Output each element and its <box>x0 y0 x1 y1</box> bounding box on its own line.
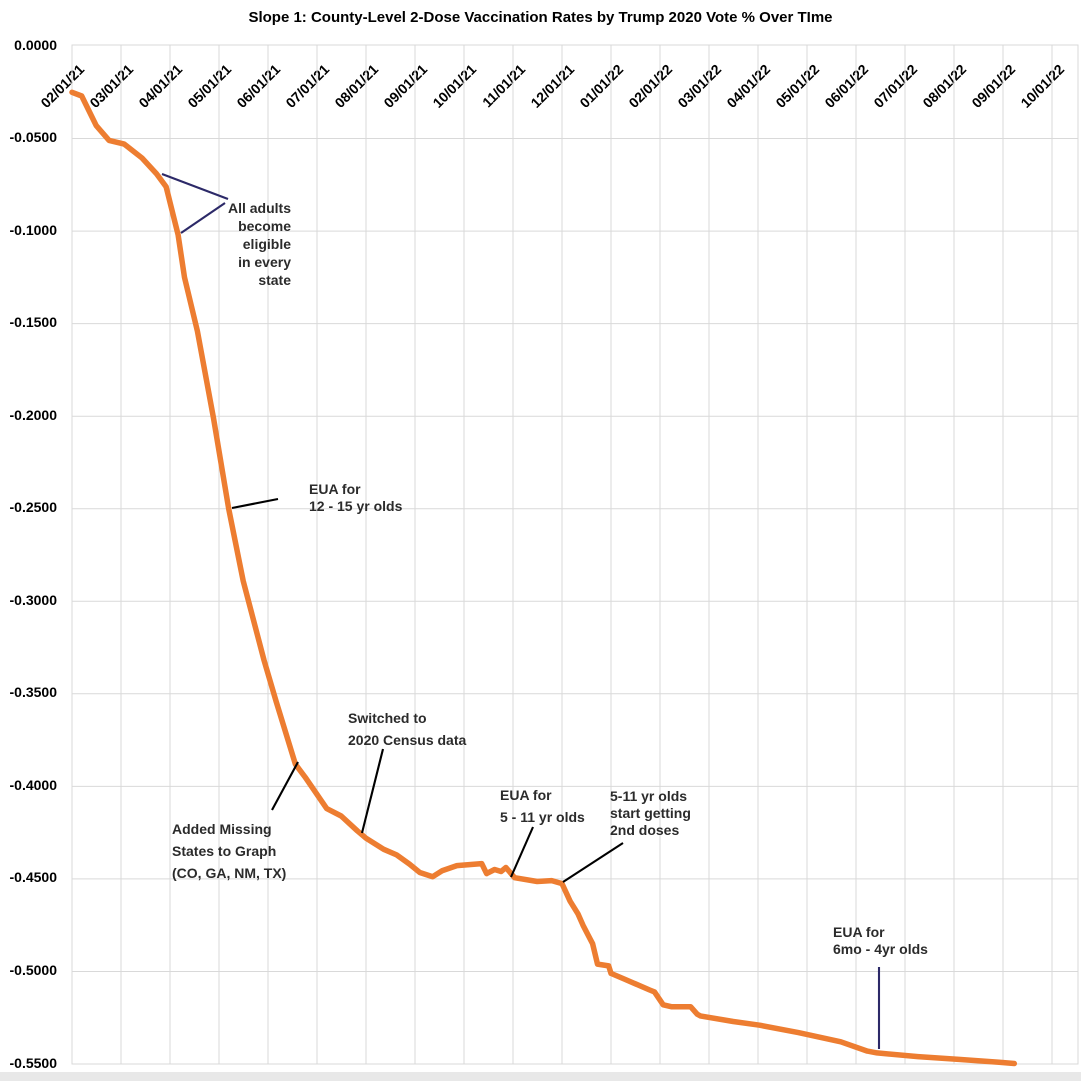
y-tick-label: -0.3000 <box>9 591 57 608</box>
chart-title: Slope 1: County-Level 2-Dose Vaccination… <box>248 9 833 26</box>
y-tick-label: -0.1500 <box>9 314 57 331</box>
y-tick-label: -0.4000 <box>9 776 57 793</box>
y-tick-label: -0.1000 <box>9 221 57 238</box>
annotation-second-doses-5-11: 5-11 yr olds start getting 2nd doses <box>610 788 691 838</box>
bottom-strip <box>0 1072 1081 1081</box>
annotation-eua-12-15: EUA for 12 - 15 yr olds <box>309 481 403 514</box>
y-tick-label: -0.2000 <box>9 406 57 423</box>
y-tick-label: -0.2500 <box>9 499 57 516</box>
y-tick-label: -0.5000 <box>9 962 57 978</box>
annotation-switched-census: Switched to 2020 Census data <box>348 710 467 748</box>
y-tick-label: -0.0500 <box>9 129 57 145</box>
y-tick-label: -0.3500 <box>9 684 57 701</box>
annotation-eua-6mo-4yr: EUA for 6mo - 4yr olds <box>833 924 928 957</box>
y-tick-label: -0.5500 <box>9 1054 57 1071</box>
annotation-eua-5-11: EUA for 5 - 11 yr olds <box>500 787 585 825</box>
annotation-added-missing-states: Added Missing States to Graph (CO, GA, NM,… <box>172 821 287 881</box>
y-tick-label: 0.0000 <box>14 36 57 53</box>
annotation-all-adults-eligible: All adults become eligible in every state <box>227 200 291 288</box>
y-tick-label: -0.4500 <box>9 869 57 886</box>
